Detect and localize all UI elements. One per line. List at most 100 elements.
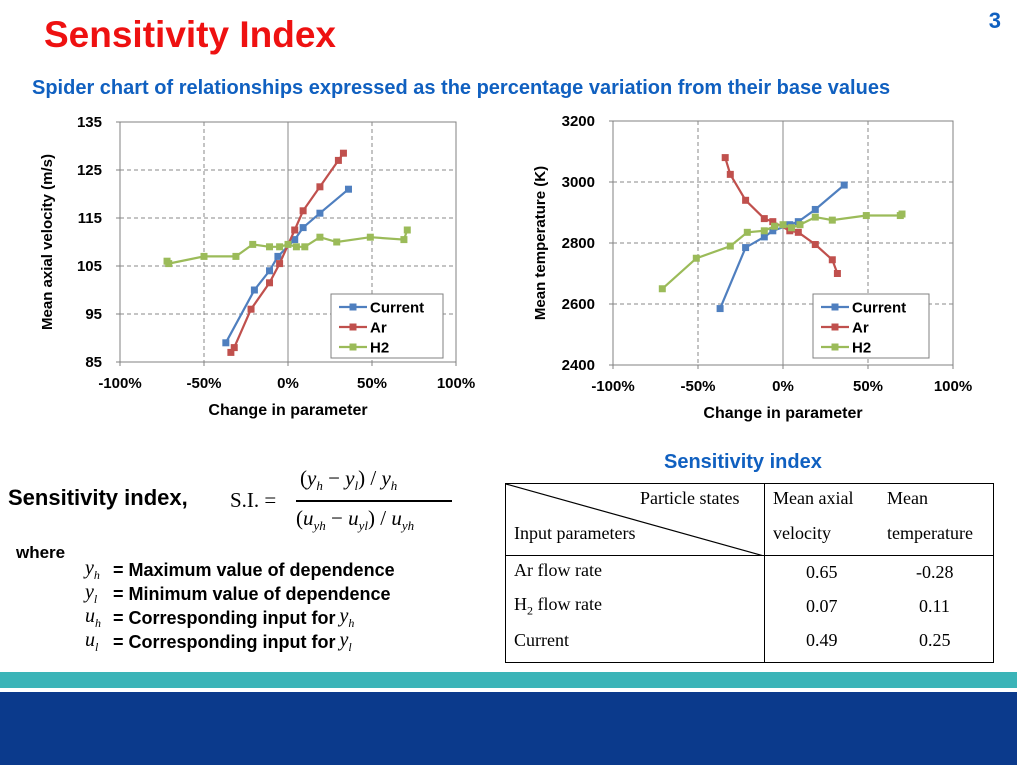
- legend-marker-current: [349, 303, 357, 311]
- y-axis-label: Mean axial velocity (m/s): [39, 154, 56, 330]
- data-point-ar: [726, 170, 734, 178]
- x-tick-label: 100%: [934, 378, 972, 395]
- symbol-yh: yh: [339, 605, 355, 630]
- data-point-current: [840, 181, 848, 189]
- data-point-ar: [230, 344, 238, 352]
- data-point-ar: [339, 149, 347, 157]
- data-point-ar: [334, 156, 342, 164]
- data-point-h2: [232, 252, 240, 260]
- data-point-current: [291, 236, 299, 244]
- data-point-h2: [200, 252, 208, 260]
- row-label: Current: [514, 630, 569, 650]
- x-axis-label: Change in parameter: [208, 402, 367, 419]
- data-point-h2: [828, 216, 836, 224]
- data-point-ar: [828, 256, 836, 264]
- legend-marker-ar: [349, 323, 357, 331]
- temperature-chart-svg: -100% -50% 0% 50% 100% 2400 2600 2800 3000 3200 Ch…: [532, 113, 972, 422]
- legend-label-ar: Ar: [852, 320, 869, 337]
- si-numerator: (yh − yl) / yh: [300, 466, 398, 494]
- y-axis-label: Mean temperature (K): [532, 166, 549, 320]
- footer-accent-band: [0, 672, 1017, 688]
- x-tick-label: 100%: [437, 375, 475, 392]
- row-value: 0.25: [919, 630, 951, 650]
- symbol-ul: ul: [85, 629, 99, 654]
- data-point-h2: [862, 212, 870, 220]
- x-tick-label: 50%: [357, 375, 387, 392]
- data-point-ar: [811, 241, 819, 249]
- data-point-ar: [276, 260, 284, 268]
- where-label: where: [16, 543, 66, 562]
- data-point-ar: [721, 154, 729, 162]
- row-value: 0.49: [806, 630, 838, 650]
- table-title: Sensitivity index: [664, 451, 822, 473]
- data-point-current: [344, 185, 352, 193]
- x-tick-label: -100%: [98, 375, 141, 392]
- definition-text: = Corresponding input for: [113, 607, 336, 628]
- header-input-parameters: Input parameters: [514, 523, 636, 543]
- table-divider: [764, 484, 765, 662]
- table-header: Particle states Input parameters Mean ax…: [506, 484, 993, 556]
- data-point-ar: [299, 207, 307, 215]
- data-point-h2: [898, 210, 906, 218]
- data-point-current: [742, 244, 750, 252]
- definition-yl: yl = Minimum value of dependence: [85, 581, 395, 606]
- data-point-h2: [266, 243, 274, 251]
- header-diagonal: [506, 484, 764, 556]
- y-tick-label: 2600: [562, 296, 595, 313]
- data-point-current: [811, 205, 819, 213]
- data-point-current: [274, 252, 282, 260]
- data-point-ar: [227, 348, 235, 356]
- x-tick-label: -50%: [680, 378, 715, 395]
- header-col2-line2: temperature: [887, 523, 973, 543]
- data-point-h2: [284, 240, 292, 248]
- y-tick-label: 125: [77, 162, 102, 179]
- symbol-yl: yl: [85, 581, 98, 606]
- data-point-h2: [726, 242, 734, 250]
- legend-marker-h2: [831, 343, 839, 351]
- data-point-ar: [291, 226, 299, 234]
- si-formula: S.I. = (yh − yl) / yh (uyh − uyl) / uyh: [230, 466, 460, 546]
- data-point-current: [716, 305, 724, 313]
- data-point-h2: [658, 285, 666, 293]
- symbol-yh: yh: [85, 557, 100, 582]
- data-point-ar: [742, 196, 750, 204]
- definition-text: = Corresponding input for: [113, 631, 336, 652]
- data-point-current: [222, 339, 230, 347]
- data-point-h2: [366, 233, 374, 241]
- data-point-current: [299, 224, 307, 232]
- definition-yh: yh = Maximum value of dependence: [85, 557, 395, 582]
- data-point-current: [250, 286, 258, 294]
- row-label: Ar flow rate: [514, 560, 602, 580]
- data-point-ar: [833, 270, 841, 277]
- data-point-current: [769, 227, 777, 235]
- data-point-ar: [316, 183, 324, 191]
- y-tick-label: 3200: [562, 113, 595, 130]
- data-point-h2: [692, 254, 700, 262]
- data-point-ar: [794, 228, 802, 236]
- sensitivity-table: Particle states Input parameters Mean ax…: [505, 483, 994, 663]
- legend-label-h2: H2: [370, 340, 389, 357]
- row-value: 0.07: [806, 596, 838, 616]
- footer-band: [0, 692, 1017, 765]
- row-value: -0.28: [916, 562, 954, 582]
- x-axis-label: Change in parameter: [703, 405, 862, 422]
- data-point-h2: [760, 227, 768, 235]
- row-value: 0.11: [919, 596, 950, 616]
- data-point-h2: [811, 213, 819, 221]
- x-tick-label: -50%: [186, 375, 221, 392]
- y-tick-label: 95: [85, 306, 102, 323]
- si-lhs: S.I. =: [230, 488, 277, 512]
- data-point-h2: [165, 260, 173, 268]
- velocity-chart: -100% -50% 0% 50% 100% 85 95 105 115 125 135 Change…: [36, 108, 486, 428]
- si-heading: Sensitivity index,: [8, 485, 188, 510]
- temperature-chart: -100% -50% 0% 50% 100% 2400 2600 2800 3000 3200 Ch…: [519, 108, 984, 428]
- definition-text: = Maximum value of dependence: [113, 559, 395, 580]
- data-point-ar: [247, 305, 255, 313]
- data-point-h2: [788, 224, 795, 232]
- data-point-current: [760, 233, 768, 241]
- si-fraction-bar: [296, 500, 452, 502]
- header-col1-line1: Mean axial: [773, 488, 854, 508]
- legend-label-ar: Ar: [370, 320, 387, 337]
- definition-list: yh = Maximum value of dependence yl = Mi…: [85, 557, 395, 654]
- page-number: 3: [988, 8, 1001, 33]
